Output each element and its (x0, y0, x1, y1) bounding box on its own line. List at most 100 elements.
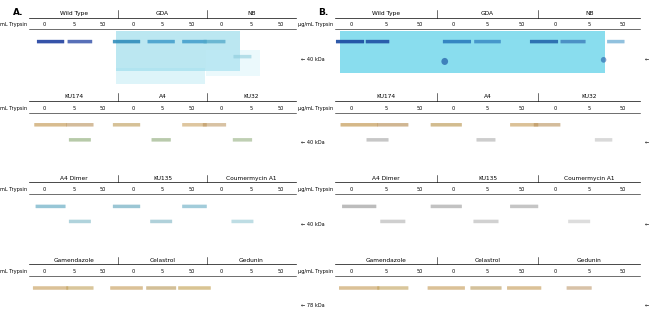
Text: 50: 50 (620, 106, 627, 111)
Text: 0: 0 (220, 187, 224, 192)
Text: ← 78 kDa: ← 78 kDa (645, 303, 650, 308)
Text: 0: 0 (42, 187, 46, 192)
Text: 5: 5 (486, 187, 489, 192)
Text: NB: NB (247, 11, 255, 16)
Text: 5: 5 (486, 269, 489, 274)
Text: 0: 0 (220, 106, 224, 111)
Text: 0: 0 (554, 22, 557, 28)
FancyBboxPatch shape (151, 138, 171, 141)
Text: Gamendazole: Gamendazole (53, 258, 94, 263)
Text: ← 40 kDa: ← 40 kDa (301, 57, 324, 62)
Text: 5: 5 (588, 106, 591, 111)
Text: ← 40 kDa: ← 40 kDa (301, 140, 324, 145)
Text: 50: 50 (278, 187, 284, 192)
Text: Gedunin: Gedunin (577, 258, 602, 263)
FancyBboxPatch shape (146, 286, 176, 290)
Text: 0: 0 (452, 187, 455, 192)
Text: 50: 50 (278, 269, 284, 274)
FancyBboxPatch shape (607, 40, 625, 43)
Text: 5: 5 (486, 22, 489, 28)
FancyBboxPatch shape (568, 220, 590, 223)
Text: 5: 5 (161, 269, 164, 274)
Text: 5: 5 (250, 106, 253, 111)
Text: Celastrol: Celastrol (150, 258, 176, 263)
Text: 5: 5 (72, 106, 75, 111)
Text: 5: 5 (250, 22, 253, 28)
FancyBboxPatch shape (366, 40, 389, 43)
Text: 50: 50 (278, 106, 284, 111)
FancyBboxPatch shape (567, 286, 592, 290)
Text: ← 50 kDa: ← 50 kDa (645, 57, 650, 62)
Text: 50: 50 (278, 22, 284, 28)
Text: 0: 0 (554, 106, 557, 111)
Text: 5: 5 (250, 187, 253, 192)
Text: ← 50 kDa: ← 50 kDa (645, 221, 650, 227)
Text: NB: NB (585, 11, 593, 16)
FancyBboxPatch shape (431, 123, 462, 127)
Text: 50: 50 (189, 22, 195, 28)
Text: 50: 50 (100, 106, 107, 111)
Text: μg/mL Trypsin: μg/mL Trypsin (298, 22, 333, 28)
Bar (207, 50, 260, 76)
Text: KU174: KU174 (376, 94, 395, 100)
Bar (116, 31, 240, 71)
Text: KU174: KU174 (64, 94, 83, 100)
Text: 5: 5 (384, 106, 387, 111)
Text: Gamendazole: Gamendazole (365, 258, 406, 263)
Text: 50: 50 (620, 269, 627, 274)
Text: 50: 50 (620, 187, 627, 192)
Text: GDA: GDA (481, 11, 494, 16)
Text: 0: 0 (131, 22, 135, 28)
Text: 0: 0 (554, 187, 557, 192)
Text: μg/mL Trypsin: μg/mL Trypsin (0, 106, 27, 111)
FancyBboxPatch shape (111, 286, 143, 290)
Text: 5: 5 (72, 187, 75, 192)
FancyBboxPatch shape (113, 40, 140, 43)
FancyBboxPatch shape (231, 220, 254, 223)
Text: 5: 5 (72, 269, 75, 274)
Text: A.: A. (13, 8, 23, 17)
Text: 0: 0 (42, 269, 46, 274)
Text: 5: 5 (588, 22, 591, 28)
FancyBboxPatch shape (595, 138, 612, 141)
Text: 0: 0 (220, 22, 224, 28)
Text: Wild Type: Wild Type (372, 11, 400, 16)
Text: 0: 0 (131, 187, 135, 192)
Text: 50: 50 (100, 22, 107, 28)
Text: 50: 50 (189, 269, 195, 274)
Text: 50: 50 (189, 187, 195, 192)
Text: 0: 0 (131, 106, 135, 111)
Bar (340, 31, 605, 73)
Text: 0: 0 (452, 22, 455, 28)
Text: μg/mL Trypsin: μg/mL Trypsin (298, 187, 333, 192)
FancyBboxPatch shape (113, 205, 140, 208)
FancyBboxPatch shape (380, 220, 406, 223)
Text: 50: 50 (417, 106, 423, 111)
FancyBboxPatch shape (428, 286, 465, 290)
Text: Coumermycin A1: Coumermycin A1 (226, 176, 277, 181)
FancyBboxPatch shape (342, 205, 376, 208)
FancyBboxPatch shape (203, 123, 226, 127)
Text: A4: A4 (159, 94, 166, 100)
Text: μg/mL Trypsin: μg/mL Trypsin (298, 269, 333, 274)
Text: 5: 5 (384, 22, 387, 28)
Text: 50: 50 (417, 269, 423, 274)
Text: A4 Dimer: A4 Dimer (60, 176, 88, 181)
Text: μg/mL Trypsin: μg/mL Trypsin (0, 187, 27, 192)
Text: ← 40 kDa: ← 40 kDa (301, 221, 324, 227)
FancyBboxPatch shape (473, 220, 499, 223)
FancyBboxPatch shape (530, 40, 558, 43)
FancyBboxPatch shape (148, 40, 175, 43)
FancyBboxPatch shape (377, 286, 408, 290)
FancyBboxPatch shape (367, 138, 389, 141)
Text: 50: 50 (417, 187, 423, 192)
Text: KU32: KU32 (582, 94, 597, 100)
Text: 0: 0 (554, 269, 557, 274)
Text: 0: 0 (350, 22, 354, 28)
FancyBboxPatch shape (33, 286, 68, 290)
FancyBboxPatch shape (69, 220, 91, 223)
Text: 50: 50 (100, 269, 107, 274)
Text: Coumermycin A1: Coumermycin A1 (564, 176, 615, 181)
Text: B.: B. (318, 8, 329, 17)
Ellipse shape (601, 57, 606, 63)
